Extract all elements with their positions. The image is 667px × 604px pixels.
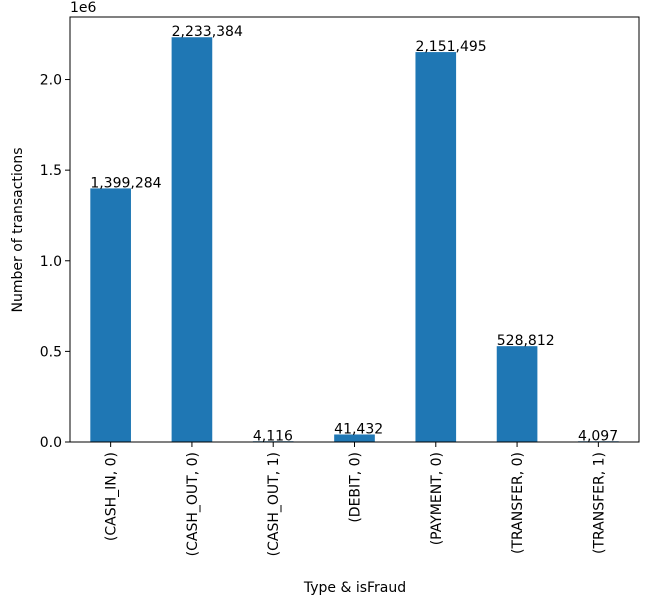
x-tick-label: (PAYMENT, 0) — [429, 452, 445, 545]
y-tick-label: 1.0 — [40, 254, 62, 270]
bar — [496, 346, 538, 442]
bars-group — [90, 37, 619, 443]
bar-value-label: 4,097 — [578, 428, 618, 444]
bar-value-label: 2,233,384 — [172, 24, 243, 40]
bar — [90, 188, 131, 442]
x-tick-label: (DEBIT, 0) — [348, 452, 364, 523]
plot-frame — [69, 16, 640, 443]
x-tick-label: (CASH_IN, 0) — [104, 452, 120, 541]
y-tick-label: 0.5 — [40, 344, 62, 360]
y-offset-text: 1e6 — [70, 0, 97, 16]
bar-value-label: 4,116 — [253, 428, 293, 444]
x-tick-label: (CASH_OUT, 1) — [266, 452, 282, 556]
y-axis-label: Number of transactions — [10, 147, 26, 312]
x-tick-label: (TRANSFER, 1) — [591, 452, 607, 554]
x-axis-label: Type & isFraud — [303, 580, 406, 596]
bar-value-label: 1,399,284 — [90, 175, 161, 191]
bar-value-label: 528,812 — [497, 333, 555, 349]
bar — [334, 434, 375, 442]
y-tick-label: 0.0 — [40, 435, 62, 451]
x-axis-ticks: (CASH_IN, 0) (CASH_OUT, 0) (CASH_OUT, 1) (D… — [104, 442, 607, 556]
y-tick-label: 1.5 — [40, 163, 62, 179]
bar — [415, 52, 457, 442]
x-tick-label: (CASH_OUT, 0) — [185, 452, 201, 556]
bar-value-label: 2,151,495 — [415, 39, 486, 55]
bar — [171, 37, 213, 443]
y-axis-ticks: 0.0 0.5 1.0 1.5 2.0 — [40, 73, 70, 451]
y-tick-label: 2.0 — [40, 73, 62, 89]
bar-value-label: 41,432 — [334, 421, 383, 437]
data-labels: 1,399,284 2,233,384 4,116 41,432 2,151,495 52… — [90, 24, 618, 444]
x-tick-label: (TRANSFER, 0) — [510, 452, 526, 554]
